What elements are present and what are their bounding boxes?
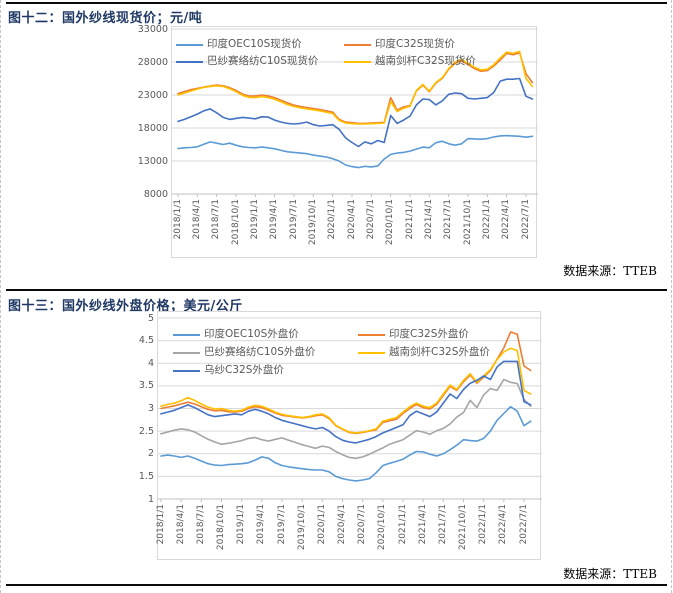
legend-line-swatch — [176, 60, 203, 63]
legend-line-swatch — [173, 333, 200, 336]
series-line-0 — [160, 405, 532, 482]
legend-item-2: 巴纱赛络纺C10S现货价 — [176, 55, 318, 68]
legend-item-3: 越南剑杆C32S外盘价 — [358, 346, 490, 359]
y-axis-label: 3 — [147, 403, 154, 414]
legend-label: 巴纱赛络纺C10S现货价 — [207, 55, 319, 67]
legend-item-0: 印度OEC10S外盘价 — [173, 328, 299, 341]
figure-12-source: 数据来源：TTEB — [563, 264, 657, 278]
legend-label: 印度OEC10S现货价 — [207, 38, 302, 50]
y-axis-label: 23000 — [137, 89, 168, 101]
series-line-3 — [160, 347, 532, 434]
y-axis-label: 2 — [147, 448, 154, 460]
legend-line-swatch — [344, 43, 371, 46]
legend-label: 印度C32S现货价 — [375, 38, 455, 50]
figure-13-title: 图十三：国外纱线外盘价格；美元/公斤 — [8, 299, 243, 314]
y-axis-label: 18000 — [137, 122, 168, 134]
page-left-dashed-border — [0, 0, 1, 593]
y-axis-label: 1.5 — [138, 470, 154, 482]
page-bottom-rule — [6, 584, 667, 586]
y-axis-label: 33000 — [137, 23, 168, 35]
y-axis-label: 1 — [147, 493, 154, 505]
y-axis-label: 2.5 — [138, 425, 154, 437]
legend-item-1: 印度C32S外盘价 — [358, 328, 469, 341]
y-axis-label: 5 — [147, 312, 154, 324]
legend-item-3: 越南剑杆C32S现货价 — [344, 55, 476, 68]
legend-item-4: 乌纱C32S外盘价 — [173, 364, 284, 377]
figure-13-chart: 5 4.5 4 3.5 3 2.5 2 1.5 1 2018/1/1 2018/4/1 2018/7/… — [139, 311, 542, 560]
legend-line-swatch — [358, 351, 385, 354]
legend-item-1: 印度C32S现货价 — [344, 38, 455, 51]
panel-divider-rule — [6, 289, 667, 291]
page-right-dashed-border — [671, 0, 672, 593]
y-axis-label: 4 — [147, 357, 154, 369]
series-line-4 — [160, 360, 532, 444]
figure-13-source: 数据来源：TTEB — [563, 567, 657, 581]
legend-label: 越南剑杆C32S外盘价 — [389, 346, 490, 358]
figure-12-title: 图十二：国外纱线现货价；元/吨 — [8, 11, 203, 26]
legend-line-swatch — [358, 333, 385, 336]
legend-item-0: 印度OEC10S现货价 — [176, 38, 302, 51]
legend-label: 印度C32S外盘价 — [389, 328, 469, 340]
plot-area — [172, 28, 538, 197]
y-axis-label: 3.5 — [138, 380, 154, 392]
figure-12-chart: 33000 28000 23000 18000 13000 8000 2018/1/1 201… — [138, 24, 538, 258]
y-axis-label: 8000 — [143, 188, 168, 200]
series-line-2 — [160, 378, 532, 460]
legend-line-swatch — [173, 351, 200, 354]
y-axis-label: 13000 — [137, 155, 168, 167]
series-line-2 — [177, 77, 534, 148]
legend-item-2: 巴纱赛络纺C10S外盘价 — [173, 346, 315, 359]
legend-line-swatch — [344, 60, 371, 63]
legend-label: 越南剑杆C32S现货价 — [375, 55, 476, 67]
legend-label: 巴纱赛络纺C10S外盘价 — [204, 346, 316, 358]
legend-label: 印度OEC10S外盘价 — [204, 328, 299, 340]
figure-12-top-rule — [6, 2, 667, 4]
legend-line-swatch — [176, 43, 203, 46]
series-line-3 — [177, 50, 534, 125]
plot-area — [158, 317, 542, 502]
y-axis-label: 28000 — [137, 56, 168, 68]
series-line-0 — [177, 134, 534, 169]
y-axis-label: 4.5 — [138, 335, 154, 347]
legend-label: 乌纱C32S外盘价 — [204, 364, 284, 376]
legend-line-swatch — [173, 369, 200, 372]
